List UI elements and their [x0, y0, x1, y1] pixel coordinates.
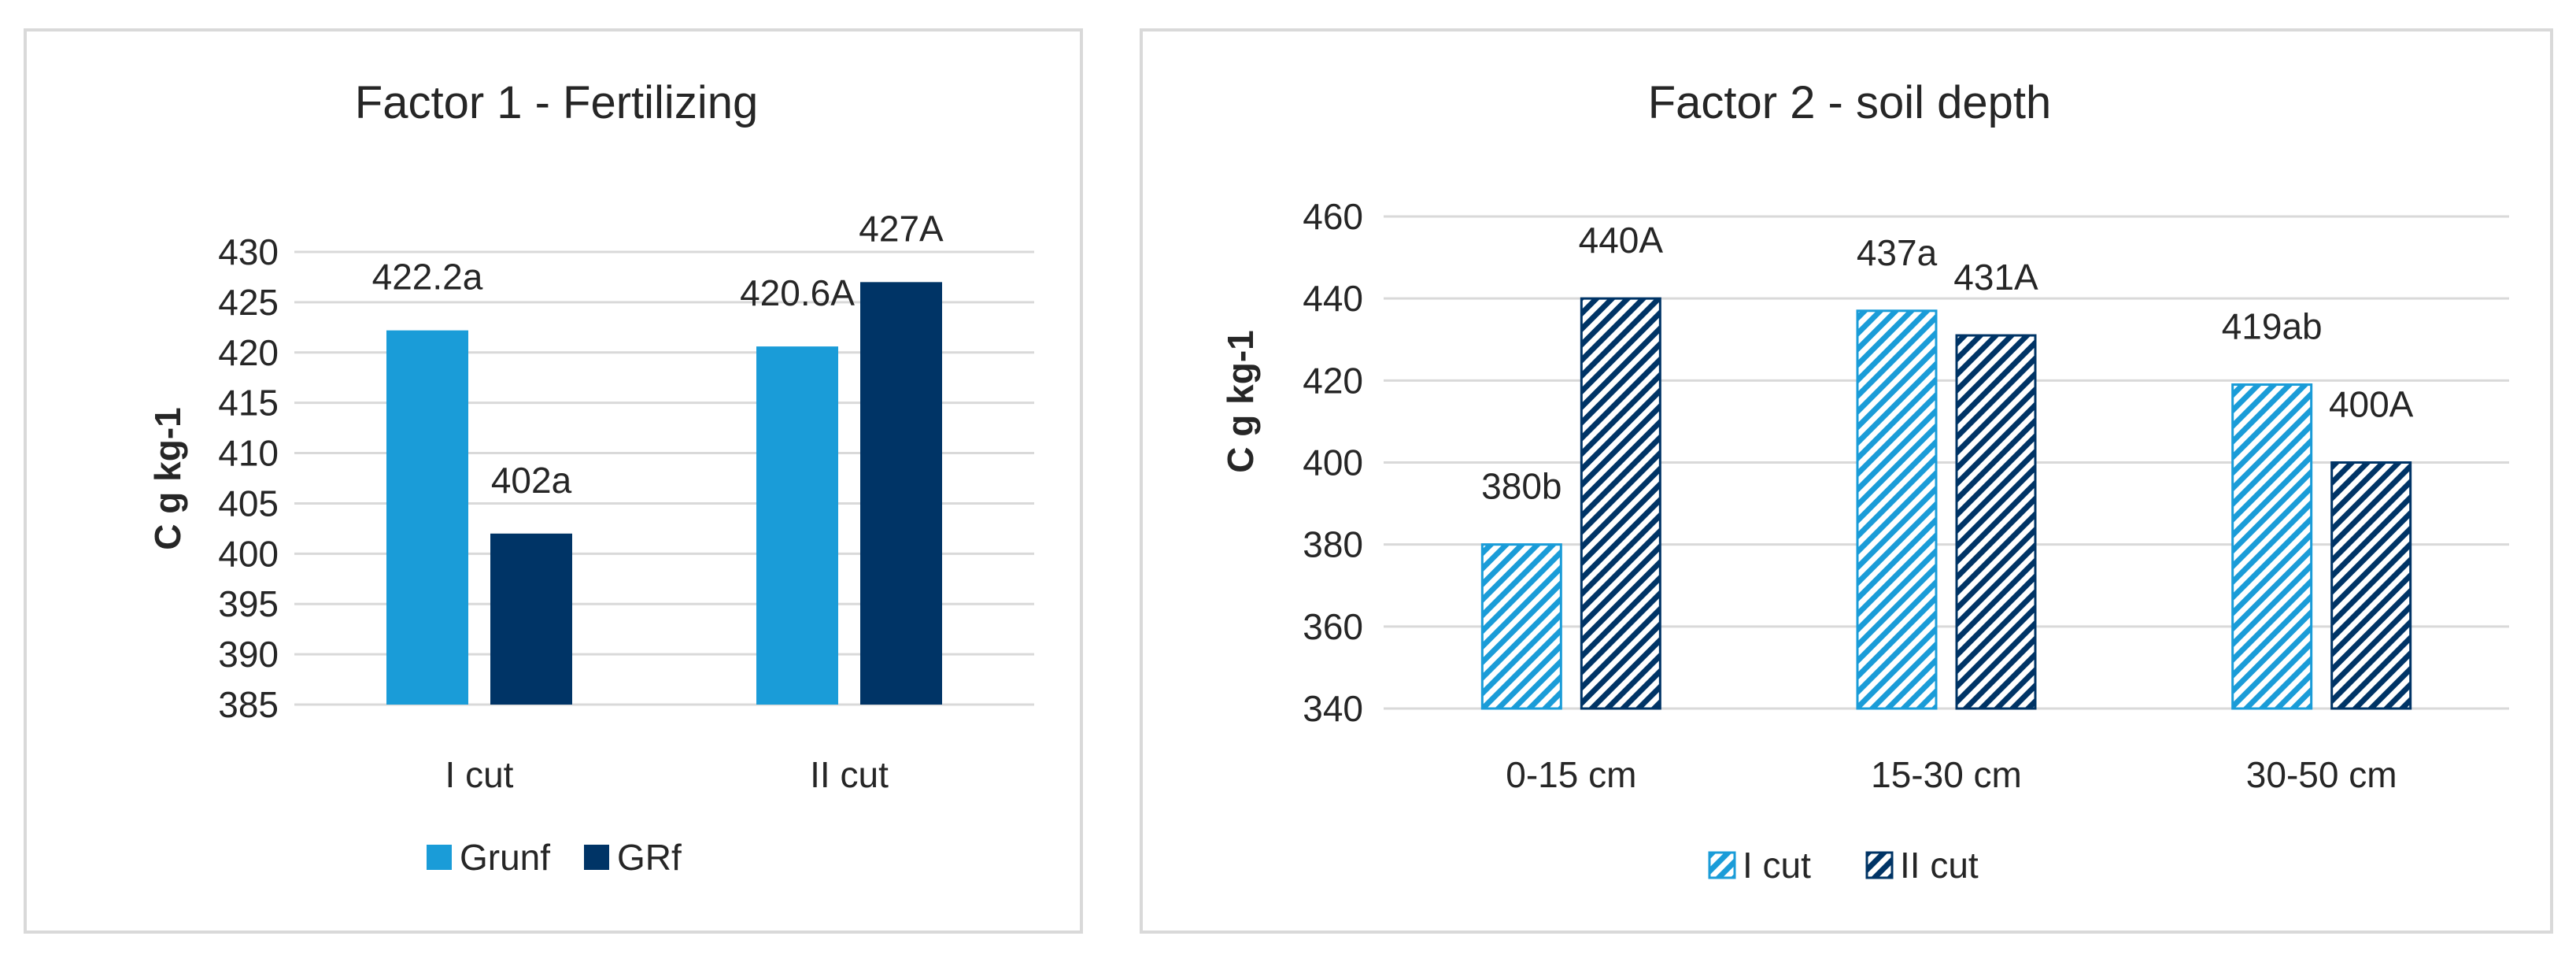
data-label: 422.2a: [372, 257, 483, 298]
bar: [1480, 543, 1562, 710]
fertilizing-chart: Factor 1 - Fertilizing 385 390 395 400 405 410…: [147, 77, 1034, 878]
x-category-label: 15-30 cm: [1871, 754, 2022, 795]
y-tick-label: 360: [1303, 606, 1363, 647]
data-label: 427A: [859, 208, 944, 249]
y-tick-label: 400: [218, 533, 279, 574]
y-axis-label: C g kg-1: [147, 407, 188, 549]
x-category-label: II cut: [810, 754, 889, 795]
bar: [756, 346, 838, 705]
x-category-label: 30-50 cm: [2246, 754, 2397, 795]
legend-label: GRf: [617, 837, 682, 878]
legend-swatch: [584, 845, 609, 870]
y-tick-label: 440: [1303, 278, 1363, 319]
data-label: 380b: [1481, 466, 1561, 507]
bar: [1580, 297, 1661, 710]
y-tick-label: 430: [218, 231, 279, 272]
data-label: 400A: [2329, 384, 2414, 425]
y-tick-label: 390: [218, 634, 279, 675]
x-category-label: I cut: [445, 754, 514, 795]
y-tick-label: 425: [218, 282, 279, 323]
x-category-label: 0-15 cm: [1506, 754, 1636, 795]
legend-label: II cut: [1900, 845, 1979, 886]
y-tick-label: 385: [218, 684, 279, 725]
y-tick-label: 400: [1303, 442, 1363, 483]
chart-title: Factor 1 - Fertilizing: [355, 77, 758, 128]
y-tick-label: 380: [1303, 524, 1363, 565]
bar: [2330, 461, 2412, 710]
soil-depth-chart-panel: Factor 2 - soil depth 340 360 380 400 420 440 4…: [1140, 28, 2553, 934]
legend-label: I cut: [1743, 845, 1811, 886]
bar: [386, 330, 468, 705]
bar: [1955, 334, 2037, 710]
y-tick-label: 410: [218, 433, 279, 474]
data-label: 420.6A: [740, 272, 855, 313]
bar: [1856, 309, 1938, 710]
legend-swatch: [1708, 851, 1736, 879]
legend-swatch: [427, 845, 452, 870]
bar: [490, 533, 572, 705]
bar: [2231, 383, 2313, 710]
y-tick-label: 420: [218, 332, 279, 373]
data-label: 419ab: [2222, 306, 2323, 347]
y-tick-label: 415: [218, 383, 279, 424]
legend-label: Grunf: [460, 837, 550, 878]
bar: [860, 282, 942, 705]
y-tick-label: 340: [1303, 688, 1363, 729]
y-tick-label: 395: [218, 583, 279, 624]
data-label: 402a: [491, 460, 572, 501]
y-axis-label: C g kg-1: [1220, 330, 1261, 472]
soil-depth-chart: Factor 2 - soil depth 340 360 380 400 420 440 4…: [1220, 77, 2509, 886]
chart-title: Factor 2 - soil depth: [1648, 77, 2052, 128]
data-label: 431A: [1953, 257, 2038, 298]
fertilizing-chart-panel: Factor 1 - Fertilizing 385 390 395 400 405 410…: [24, 28, 1083, 934]
legend-swatch: [1865, 851, 1894, 879]
data-label: 437a: [1857, 232, 1938, 273]
y-tick-label: 460: [1303, 196, 1363, 237]
data-label: 440A: [1579, 220, 1664, 261]
y-tick-label: 420: [1303, 360, 1363, 401]
y-tick-label: 405: [218, 483, 279, 524]
